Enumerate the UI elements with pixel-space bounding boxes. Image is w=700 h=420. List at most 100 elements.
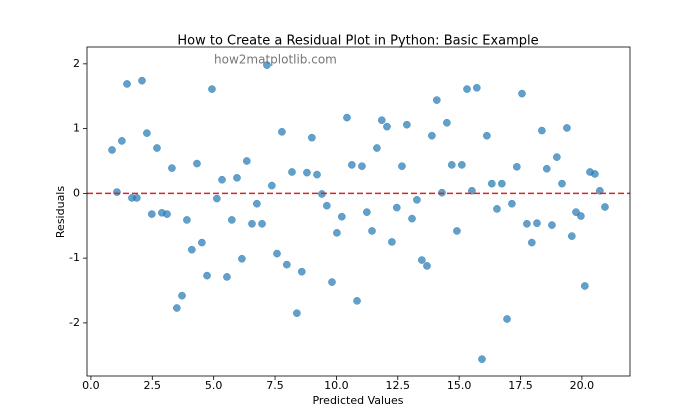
- x-tick-label: 7.5: [266, 379, 284, 392]
- y-tick-label: -1: [69, 251, 80, 264]
- point: [362, 208, 371, 216]
- point: [288, 168, 296, 176]
- x-tick-label: 12.5: [386, 379, 411, 392]
- x-axis-label: Predicted Values: [312, 394, 403, 407]
- y-tick-label: 0: [73, 186, 80, 199]
- x-tick-label: 0.0: [82, 379, 100, 392]
- point: [457, 161, 466, 169]
- point: [353, 297, 361, 305]
- point: [548, 221, 556, 229]
- point: [337, 212, 346, 221]
- point: [172, 304, 181, 312]
- point: [203, 271, 211, 280]
- point: [273, 249, 281, 258]
- point: [227, 216, 236, 224]
- point: [443, 118, 451, 127]
- point: [580, 282, 589, 290]
- point: [123, 80, 131, 88]
- point: [533, 219, 541, 228]
- x-tick-label: 10.0: [324, 379, 349, 392]
- watermark: how2matplotlib.com: [214, 53, 337, 67]
- point: [187, 245, 196, 254]
- point: [143, 129, 151, 137]
- point: [472, 83, 481, 92]
- point: [498, 179, 506, 188]
- point: [463, 85, 471, 93]
- point: [278, 127, 286, 136]
- point: [198, 238, 206, 247]
- point: [118, 137, 126, 145]
- point: [383, 122, 391, 131]
- point: [423, 262, 431, 270]
- point: [223, 273, 231, 281]
- point: [577, 212, 585, 220]
- point: [388, 238, 396, 246]
- point: [523, 219, 531, 228]
- point: [163, 210, 171, 218]
- point: [308, 133, 316, 142]
- point: [413, 195, 421, 204]
- point: [113, 188, 121, 196]
- point: [313, 170, 321, 179]
- point: [178, 291, 186, 300]
- point: [478, 355, 486, 364]
- point: [328, 278, 336, 286]
- point: [483, 131, 491, 140]
- point: [518, 89, 526, 98]
- point: [147, 210, 156, 218]
- point: [368, 227, 376, 235]
- point: [487, 179, 496, 188]
- point: [343, 113, 351, 122]
- point: [242, 157, 251, 165]
- point: [417, 256, 426, 264]
- point: [468, 186, 476, 195]
- point: [108, 146, 116, 154]
- point: [153, 144, 161, 152]
- point: [138, 76, 146, 85]
- point: [297, 267, 306, 276]
- point: [567, 232, 576, 240]
- point: [263, 61, 271, 69]
- point: [208, 85, 216, 93]
- point: [591, 170, 599, 178]
- point: [282, 260, 291, 269]
- point: [503, 315, 511, 323]
- y-axis-label: Residuals: [54, 186, 67, 238]
- point: [453, 227, 461, 235]
- point: [403, 120, 411, 129]
- point: [447, 161, 456, 169]
- point: [392, 203, 401, 212]
- point: [218, 175, 226, 184]
- point: [322, 201, 331, 210]
- point: [493, 205, 501, 213]
- x-tick-label: 15.0: [447, 379, 472, 392]
- point: [527, 238, 536, 247]
- point: [377, 116, 386, 125]
- point: [248, 219, 256, 228]
- point: [293, 309, 301, 318]
- point: [512, 162, 521, 171]
- y-tick-label: 1: [73, 122, 80, 135]
- point: [373, 144, 381, 152]
- point: [213, 194, 221, 203]
- point: [538, 126, 546, 135]
- x-tick-label: 2.5: [144, 379, 162, 392]
- y-tick-label: -2: [69, 316, 80, 329]
- point: [601, 203, 609, 211]
- x-tick-label: 17.5: [508, 379, 533, 392]
- point: [595, 186, 604, 195]
- point: [358, 162, 366, 171]
- point: [238, 254, 246, 263]
- point: [398, 162, 406, 171]
- point: [233, 173, 241, 182]
- point: [563, 124, 571, 132]
- point: [168, 164, 176, 172]
- plot-frame: [86, 46, 631, 377]
- point: [552, 153, 561, 161]
- point: [303, 168, 311, 177]
- point: [333, 229, 341, 237]
- point: [428, 131, 436, 140]
- chart-title: How to Create a Residual Plot in Python:…: [177, 34, 538, 49]
- point: [542, 164, 551, 173]
- point: [258, 219, 266, 228]
